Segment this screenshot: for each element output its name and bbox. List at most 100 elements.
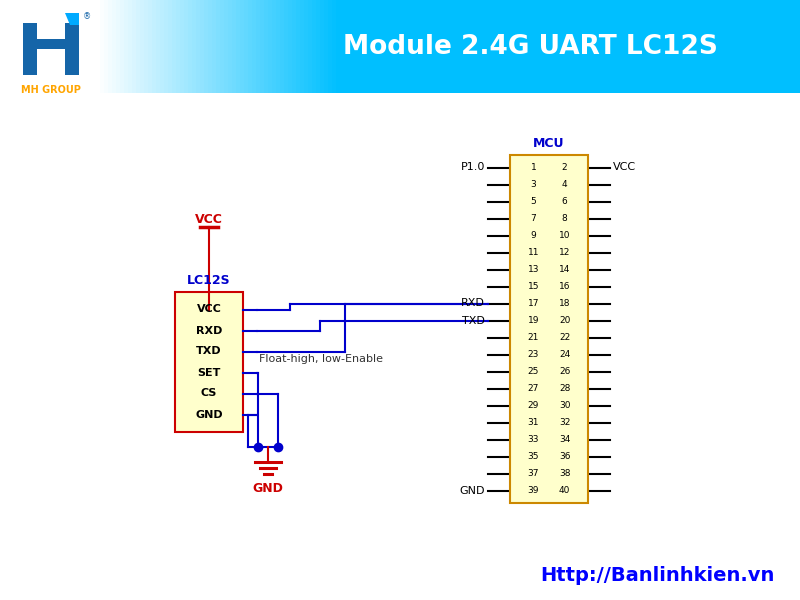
Bar: [656, 0, 660, 93]
Text: 20: 20: [559, 316, 570, 325]
Bar: [212, 0, 216, 93]
Bar: [420, 0, 424, 93]
Bar: [524, 0, 528, 93]
Bar: [484, 0, 488, 93]
Bar: [204, 0, 208, 93]
Text: ®: ®: [83, 12, 91, 21]
Bar: [492, 0, 496, 93]
Bar: [92, 0, 96, 93]
Text: 34: 34: [559, 435, 570, 444]
Text: 23: 23: [528, 350, 539, 359]
Text: 7: 7: [530, 214, 536, 223]
Text: GND: GND: [253, 482, 283, 495]
Bar: [160, 0, 164, 93]
Bar: [748, 0, 752, 93]
Bar: [476, 0, 480, 93]
Bar: [624, 0, 628, 93]
Text: TXD: TXD: [462, 316, 485, 325]
Bar: [516, 0, 520, 93]
Bar: [600, 0, 604, 93]
Bar: [736, 0, 740, 93]
Bar: [324, 0, 328, 93]
Bar: [680, 0, 684, 93]
Bar: [332, 0, 336, 93]
Bar: [616, 0, 620, 93]
Bar: [108, 0, 112, 93]
Text: 1: 1: [530, 163, 536, 172]
Bar: [220, 0, 224, 93]
Bar: [436, 0, 440, 93]
Bar: [468, 0, 472, 93]
Polygon shape: [65, 13, 79, 25]
Bar: [464, 0, 468, 93]
Bar: [316, 0, 320, 93]
Bar: [52, 0, 56, 93]
Text: 6: 6: [562, 197, 567, 206]
Bar: [504, 0, 508, 93]
Text: 38: 38: [559, 469, 570, 478]
Text: CS: CS: [201, 389, 217, 398]
Bar: [292, 0, 296, 93]
Bar: [116, 0, 120, 93]
Bar: [632, 0, 636, 93]
Bar: [352, 0, 356, 93]
Bar: [576, 0, 580, 93]
Text: 14: 14: [559, 265, 570, 274]
Text: 40: 40: [559, 486, 570, 495]
Bar: [36, 0, 40, 93]
Text: 8: 8: [562, 214, 567, 223]
Bar: [12, 0, 16, 93]
Text: 22: 22: [559, 333, 570, 342]
Bar: [48, 0, 52, 93]
Bar: [408, 0, 412, 93]
Bar: [772, 0, 776, 93]
Bar: [556, 0, 560, 93]
Bar: [796, 0, 800, 93]
Bar: [528, 0, 532, 93]
Bar: [572, 0, 576, 93]
Bar: [700, 0, 704, 93]
Text: MH GROUP: MH GROUP: [21, 85, 81, 95]
Bar: [20, 0, 24, 93]
Text: Float-high, low-Enable: Float-high, low-Enable: [259, 355, 383, 364]
Bar: [312, 0, 316, 93]
Bar: [544, 0, 548, 93]
Bar: [712, 0, 716, 93]
Bar: [548, 0, 552, 93]
Bar: [304, 0, 308, 93]
Bar: [192, 0, 196, 93]
Bar: [788, 0, 792, 93]
Text: Module 2.4G UART LC12S: Module 2.4G UART LC12S: [342, 34, 718, 59]
Bar: [24, 0, 28, 93]
Text: 26: 26: [559, 367, 570, 376]
Bar: [776, 0, 780, 93]
Bar: [252, 0, 256, 93]
Bar: [636, 0, 640, 93]
Bar: [432, 0, 436, 93]
Bar: [100, 0, 104, 93]
Bar: [724, 0, 728, 93]
Text: 36: 36: [559, 452, 570, 461]
Bar: [276, 0, 280, 93]
Bar: [396, 0, 400, 93]
Bar: [196, 0, 200, 93]
Bar: [308, 0, 312, 93]
Bar: [320, 0, 324, 93]
Bar: [596, 0, 600, 93]
Bar: [684, 0, 688, 93]
Bar: [564, 0, 568, 93]
Bar: [0, 0, 4, 93]
Text: 39: 39: [528, 486, 539, 495]
Bar: [296, 0, 300, 93]
Text: MCU: MCU: [534, 137, 565, 150]
Bar: [23, 23, 37, 75]
Bar: [268, 0, 272, 93]
Bar: [40, 0, 44, 93]
Bar: [752, 0, 756, 93]
Bar: [732, 0, 736, 93]
Bar: [552, 0, 556, 93]
Bar: [264, 0, 268, 93]
Text: RXD: RXD: [196, 325, 222, 335]
Text: 21: 21: [528, 333, 539, 342]
Text: 29: 29: [528, 401, 539, 410]
